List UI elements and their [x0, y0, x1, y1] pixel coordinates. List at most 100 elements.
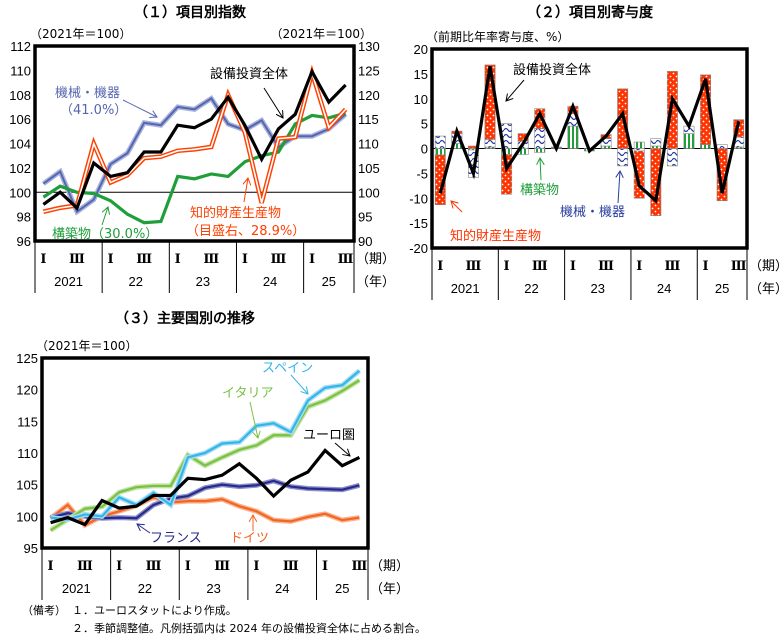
- y-tick-label: 20: [414, 42, 428, 57]
- quarter-label: Ⅰ: [570, 259, 576, 274]
- label-spain: スペイン: [262, 361, 313, 376]
- y-right-tick-label: 90: [358, 234, 372, 249]
- quarter-label: Ⅰ: [185, 559, 191, 574]
- quarter-label: Ⅲ: [351, 559, 367, 574]
- quarter-label: Ⅰ: [309, 252, 315, 267]
- y-tick-label: 96: [17, 234, 31, 249]
- bar-machinery: [651, 139, 661, 146]
- year-label: 23: [591, 281, 605, 296]
- year-label: 2021: [54, 274, 83, 289]
- quarter-label: Ⅲ: [466, 259, 482, 274]
- period-unit-label: （期）: [370, 558, 409, 573]
- annotation-arrow: [506, 80, 524, 101]
- bar-machinery: [634, 149, 644, 151]
- y-tick-label: 100: [9, 185, 31, 200]
- label-machinery-share: （41.0%）: [60, 103, 127, 118]
- note-1: １．ユーロスタットにより作成。: [72, 604, 237, 617]
- y-tick-label: -5: [416, 166, 428, 181]
- year-unit-label: （年）: [749, 281, 781, 296]
- label-intellectual-property-share: （目盛右、28.9%）: [186, 224, 305, 239]
- y-tick-label: 0: [421, 142, 428, 157]
- year-label: 2021: [451, 281, 480, 296]
- bar-construction: [535, 149, 545, 153]
- quarter-label: Ⅲ: [664, 259, 680, 274]
- year-label: 2021: [62, 581, 91, 596]
- bar-machinery: [667, 149, 677, 166]
- chart3-title: （３）主要国別の推移: [115, 310, 255, 327]
- quarter-label: Ⅲ: [731, 259, 747, 274]
- label-intellectual-property: 知的財産生産物: [190, 205, 281, 221]
- bar-construction: [700, 145, 710, 149]
- label-france: フランス: [150, 531, 202, 546]
- quarter-label: Ⅰ: [175, 252, 181, 267]
- annotation-arrow: [137, 524, 150, 533]
- annotation-arrow: [540, 158, 541, 180]
- y-tick-label: 106: [9, 112, 31, 127]
- quarter-label: Ⅲ: [69, 252, 85, 267]
- bar-construction: [568, 126, 578, 148]
- series-germany: [50, 497, 359, 525]
- quarter-label: Ⅲ: [598, 259, 614, 274]
- y-right-tick-label: 95: [358, 210, 372, 225]
- bar-machinery: [618, 149, 628, 166]
- bar-machinery: [535, 129, 545, 149]
- y-tick-label: 110: [10, 63, 31, 78]
- y-tick-label: 102: [9, 161, 31, 176]
- year-label: 22: [129, 274, 143, 289]
- annotation-arrow: [451, 201, 462, 212]
- y-tick-label: 120: [16, 383, 38, 398]
- quarter-label: Ⅰ: [48, 559, 54, 574]
- y-right-tick-label: 115: [358, 112, 379, 127]
- unit-label-left: （2021年＝100）: [36, 339, 137, 353]
- bar-construction: [435, 149, 445, 155]
- series-spain-stroke: [51, 371, 360, 520]
- year-label: 25: [335, 581, 349, 596]
- notes-label: （備考）: [22, 604, 66, 617]
- note-2: ２．季節調整値。凡例括弧内は 2024 年の設備投資全体に占める割合。: [72, 621, 426, 635]
- y-tick-label: 98: [17, 210, 31, 225]
- label-machinery: 機械・機器: [560, 205, 625, 220]
- quarter-label: Ⅰ: [703, 259, 709, 274]
- quarter-label: Ⅰ: [40, 252, 46, 267]
- annotation-arrow: [291, 375, 308, 394]
- year-label: 22: [138, 581, 152, 596]
- y-tick-label: 95: [24, 541, 38, 556]
- quarter-label: Ⅰ: [116, 559, 122, 574]
- quarter-label: Ⅰ: [253, 559, 259, 574]
- bar-machinery: [485, 140, 495, 147]
- quarter-label: Ⅰ: [108, 252, 114, 267]
- y-right-tick-label: 105: [358, 161, 380, 176]
- y-tick-label: 10: [414, 92, 428, 107]
- label-construction: 構築物: [520, 183, 559, 198]
- y-right-tick-label: 110: [358, 137, 379, 152]
- year-label: 24: [275, 581, 289, 596]
- bar-construction: [634, 142, 644, 148]
- series-spain: [50, 371, 359, 520]
- quarter-label: Ⅰ: [242, 252, 248, 267]
- unit-label-left: （前期比年率寄与度、%）: [426, 29, 569, 44]
- label-total-investment: 設備投資全体: [513, 62, 591, 78]
- quarter-label: Ⅲ: [214, 559, 230, 574]
- quarter-label: Ⅲ: [271, 252, 287, 267]
- label-machinery: 機械・機器: [55, 86, 120, 101]
- y-tick-label: 115: [17, 414, 38, 429]
- annotation-arrow: [618, 171, 620, 203]
- y-tick-label: 108: [9, 88, 31, 103]
- y-tick-label: 110: [17, 446, 38, 461]
- unit-label-left: （2021年＝100）: [30, 27, 131, 41]
- label-euro-area: ユーロ圏: [303, 428, 355, 443]
- bar-machinery: [435, 136, 445, 148]
- annotation-arrow: [335, 443, 350, 456]
- label-intellectual-property: 知的財産生産物: [450, 228, 541, 244]
- annotation-arrow: [123, 100, 157, 117]
- year-label: 23: [196, 274, 210, 289]
- period-unit-label: （期）: [356, 251, 395, 266]
- y-tick-label: 125: [16, 351, 38, 366]
- year-unit-label: （年）: [370, 581, 409, 596]
- quarter-label: Ⅲ: [136, 252, 152, 267]
- quarter-label: Ⅲ: [338, 252, 354, 267]
- label-total-investment: 設備投資全体: [210, 66, 288, 82]
- label-italy: イタリア: [222, 386, 273, 401]
- quarter-label: Ⅰ: [437, 259, 443, 274]
